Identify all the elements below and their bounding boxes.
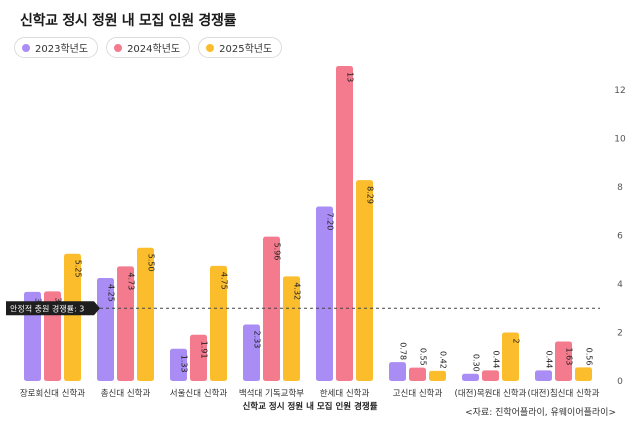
legend-swatch-2025 xyxy=(206,43,215,52)
legend: 2023학년도 2024학년도 2025학년도 xyxy=(14,37,283,58)
data-label: 4.25 xyxy=(107,284,116,302)
bar xyxy=(190,334,207,381)
bar xyxy=(429,370,446,381)
data-label: 2 xyxy=(512,339,521,344)
data-label: 4.32 xyxy=(293,282,302,300)
bar xyxy=(243,324,260,381)
x-tick-label: 장로회신대 신학과 xyxy=(20,388,85,399)
data-label: 13 xyxy=(346,72,355,82)
x-tick-label: 서울신대 신학과 xyxy=(170,388,228,399)
bar xyxy=(502,332,519,381)
legend-swatch-2024 xyxy=(114,43,123,52)
y-tick-label: 0 xyxy=(617,377,623,387)
bar xyxy=(555,341,572,381)
data-label: 4.75 xyxy=(220,272,229,290)
y-tick-label: 12 xyxy=(614,86,625,96)
legend-item-2025[interactable]: 2025학년도 xyxy=(198,37,283,58)
y-tick-label: 10 xyxy=(614,135,626,145)
x-axis-title: 신학교 정시 정원 내 모집 인원 경쟁률 xyxy=(242,401,377,412)
bar xyxy=(210,265,227,381)
bar xyxy=(97,278,114,381)
data-label: 1.91 xyxy=(200,341,209,359)
bar xyxy=(283,276,300,381)
bar xyxy=(409,367,426,381)
bar xyxy=(336,66,353,381)
legend-swatch-2023 xyxy=(22,43,30,52)
legend-label-2023: 2023학년도 xyxy=(35,44,89,55)
data-label: 5.50 xyxy=(147,254,156,272)
data-label: 0.55 xyxy=(419,348,428,366)
x-tick-label: (대전)침신대 신학과 xyxy=(528,388,600,399)
data-label: 2.33 xyxy=(253,331,262,349)
bar xyxy=(137,247,154,381)
bar xyxy=(462,373,479,381)
x-tick-label: 고신대 신학과 xyxy=(393,388,443,399)
x-tick-label: (대전)목원대 신학과 xyxy=(455,388,527,399)
reference-line-label: 안정적 충원 경쟁률: 3 xyxy=(10,303,84,313)
reference-line-tag xyxy=(6,301,100,316)
data-label: 0.44 xyxy=(545,351,554,369)
source-note: <자료: 진학어플라이, 유웨이어플라이> xyxy=(465,408,616,418)
bar xyxy=(316,206,333,381)
data-label: 1.33 xyxy=(180,355,189,373)
data-label: 0.78 xyxy=(399,342,408,360)
bar xyxy=(170,348,187,381)
data-label: 0.42 xyxy=(439,351,448,369)
data-label: 5.25 xyxy=(74,260,83,278)
x-tick-label: 백석대 기독교학부 xyxy=(239,388,304,399)
bar xyxy=(117,266,134,381)
bar xyxy=(389,362,406,381)
data-label: 0.30 xyxy=(472,354,481,372)
y-tick-label: 6 xyxy=(617,232,623,242)
x-tick-label: 한세대 신학과 xyxy=(320,388,370,399)
legend-label-2025: 2025학년도 xyxy=(219,44,273,55)
bar xyxy=(64,253,81,381)
legend-item-2024[interactable]: 2024학년도 xyxy=(106,37,191,58)
data-label: 0.56 xyxy=(585,348,594,366)
data-label: 4.73 xyxy=(127,272,136,290)
bar xyxy=(263,236,280,381)
bar xyxy=(482,370,499,381)
bar xyxy=(356,180,373,381)
bar xyxy=(535,370,552,381)
legend-item-2023[interactable]: 2023학년도 xyxy=(14,37,99,58)
data-label: 0.44 xyxy=(492,351,501,369)
data-label: 1.63 xyxy=(565,348,574,366)
chart-title: 신학교 정시 정원 내 모집 인원 경쟁률 xyxy=(20,13,237,29)
data-label: 7.20 xyxy=(326,213,335,231)
y-tick-label: 2 xyxy=(617,329,623,339)
legend-label-2024: 2024학년도 xyxy=(127,44,181,55)
y-tick-label: 8 xyxy=(617,183,623,193)
x-tick-label: 총신대 신학과 xyxy=(101,388,151,399)
data-label: 5.96 xyxy=(273,243,282,261)
data-label: 8.29 xyxy=(366,186,375,204)
bar xyxy=(575,367,592,381)
y-tick-label: 4 xyxy=(617,280,623,290)
